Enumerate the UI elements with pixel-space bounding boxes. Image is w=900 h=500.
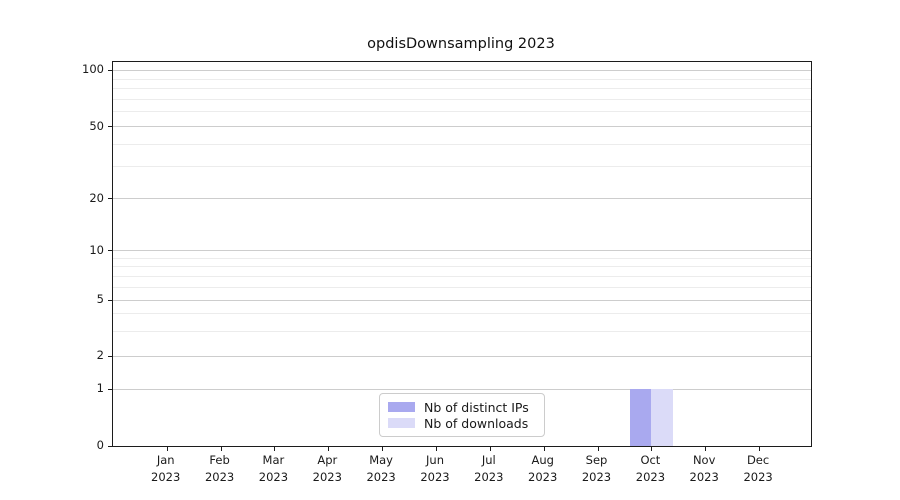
y-tick-label: 10	[89, 242, 104, 257]
minor-gridline	[113, 98, 811, 100]
major-gridline	[113, 250, 811, 252]
x-tick-year: 2023	[635, 470, 666, 484]
x-tick-mark	[274, 447, 276, 451]
x-tick-month: Aug	[531, 453, 554, 467]
x-tick-mark	[489, 447, 491, 451]
minor-gridline	[113, 143, 811, 145]
legend-swatch-distinct-ips	[388, 402, 415, 412]
x-tick-month: Nov	[692, 453, 716, 467]
x-tick-month: May	[369, 453, 393, 467]
minor-gridline	[113, 88, 811, 89]
major-gridline	[113, 388, 811, 390]
y-tick-mark	[108, 250, 112, 252]
x-tick-mark	[705, 447, 707, 451]
x-tick-label: Nov 2023	[690, 452, 719, 486]
y-tick-label: 5	[96, 292, 104, 307]
minor-gridline	[113, 286, 811, 288]
y-tick-mark	[108, 299, 112, 301]
x-tick-month: Apr	[317, 453, 338, 467]
y-axis-labels: 0 1 2 5 10 20 50 100	[0, 0, 104, 500]
y-tick-mark	[108, 126, 112, 127]
x-tick-year: 2023	[258, 470, 289, 484]
x-tick-label: Aug 2023	[528, 452, 557, 486]
minor-gridline	[113, 111, 811, 113]
x-tick-year: 2023	[420, 470, 450, 484]
x-tick-label: Mar 2023	[259, 452, 288, 486]
x-tick-mark	[382, 447, 384, 451]
x-tick-label: Sep 2023	[582, 452, 611, 486]
legend-swatch-downloads	[388, 418, 415, 428]
x-tick-label: Feb 2023	[205, 452, 234, 486]
chart-title: opdisDownsampling 2023	[367, 36, 555, 52]
major-gridline	[113, 299, 811, 301]
x-tick-year: 2023	[743, 470, 773, 484]
x-tick-month: Dec	[746, 453, 770, 467]
x-tick-month: Feb	[209, 453, 230, 467]
x-tick-label: Dec 2023	[743, 452, 772, 486]
x-tick-mark	[436, 447, 437, 451]
x-tick-year: 2023	[689, 470, 719, 484]
x-tick-month: Jun	[426, 453, 444, 467]
major-gridline	[113, 355, 811, 357]
y-tick-mark	[108, 69, 112, 71]
x-tick-month: Sep	[585, 453, 608, 467]
x-tick-mark	[220, 447, 222, 451]
major-gridline	[113, 198, 811, 200]
x-tick-mark	[328, 447, 330, 451]
legend-label-downloads: Nb of downloads	[424, 415, 529, 431]
x-tick-month: Oct	[640, 453, 661, 467]
x-tick-mark	[651, 447, 653, 451]
bar-downloads	[651, 389, 673, 446]
y-tick-mark	[108, 388, 112, 390]
y-tick-label: 1	[96, 381, 104, 396]
legend-item-downloads: Nb of downloads	[388, 415, 535, 431]
major-gridline	[113, 126, 811, 127]
x-tick-label: Apr 2023	[313, 452, 342, 486]
minor-gridline	[113, 313, 811, 315]
plot-area: Nb of distinct IPs Nb of downloads	[108, 61, 812, 451]
minor-gridline	[113, 275, 811, 277]
minor-gridline	[113, 166, 811, 168]
x-tick-mark	[597, 447, 599, 451]
minor-gridline	[113, 266, 811, 268]
x-tick-month: Jan	[156, 453, 175, 467]
y-tick-mark	[108, 355, 112, 357]
x-tick-mark	[759, 447, 761, 451]
y-tick-label: 100	[82, 62, 104, 77]
x-tick-month: Jul	[481, 453, 496, 467]
y-tick-mark	[108, 198, 112, 200]
x-tick-year: 2023	[204, 470, 235, 484]
legend: Nb of distinct IPs Nb of downloads	[379, 393, 545, 437]
major-gridline	[113, 69, 811, 71]
x-tick-year: 2023	[366, 470, 396, 484]
y-tick-label: 50	[89, 118, 104, 133]
minor-gridline	[113, 78, 811, 80]
x-tick-label: Jun 2023	[420, 452, 449, 486]
x-tick-label: Jul 2023	[474, 452, 503, 486]
x-tick-year: 2023	[312, 470, 342, 484]
x-tick-label: May 2023	[366, 452, 395, 486]
x-tick-year: 2023	[151, 470, 181, 484]
x-tick-year: 2023	[474, 470, 504, 484]
minor-gridline	[113, 257, 811, 259]
minor-gridline	[113, 330, 811, 332]
legend-label-distinct-ips: Nb of distinct IPs	[424, 399, 529, 415]
x-tick-year: 2023	[528, 470, 558, 484]
x-tick-month: Mar	[262, 453, 285, 467]
x-tick-label: Jan 2023	[151, 452, 180, 486]
x-tick-mark	[543, 447, 545, 451]
x-tick-year: 2023	[581, 470, 612, 484]
y-tick-mark	[108, 445, 112, 447]
x-tick-label: Oct 2023	[636, 452, 665, 486]
y-tick-label: 20	[89, 190, 104, 205]
legend-item-distinct-ips: Nb of distinct IPs	[388, 399, 535, 415]
y-tick-label: 0	[96, 438, 104, 452]
x-tick-mark	[166, 447, 168, 451]
y-tick-label: 2	[96, 348, 104, 363]
bar-distinct-ips	[629, 389, 652, 446]
